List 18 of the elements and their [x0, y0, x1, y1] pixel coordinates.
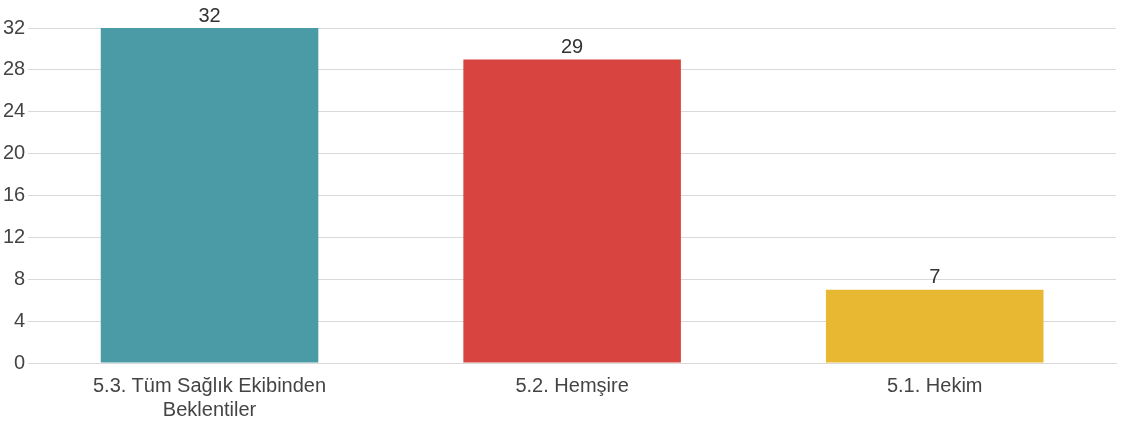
- y-tick-label: 0: [14, 350, 26, 373]
- y-tick-label: 24: [3, 99, 26, 122]
- y-tick-label: 32: [3, 15, 26, 38]
- bar: [100, 28, 319, 363]
- bar: [463, 59, 681, 363]
- y-tick-label: 4: [14, 308, 26, 331]
- x-tick-label: 5.1. Hekim: [886, 373, 983, 396]
- x-tick-label: 5.3. Tüm Sağlık Ekibinden Beklentiler: [92, 373, 327, 420]
- data-label: 29: [561, 34, 584, 57]
- bar: [825, 289, 1044, 363]
- y-tick-label: 20: [3, 141, 26, 164]
- y-tick-label: 12: [3, 224, 26, 247]
- y-tick-label: 16: [3, 183, 26, 206]
- y-tick-label: 28: [3, 57, 26, 80]
- data-label: 7: [929, 265, 941, 288]
- data-label: 32: [198, 3, 221, 26]
- x-tick-label: 5.2. Hemşire: [515, 373, 629, 396]
- y-tick-label: 8: [14, 266, 26, 289]
